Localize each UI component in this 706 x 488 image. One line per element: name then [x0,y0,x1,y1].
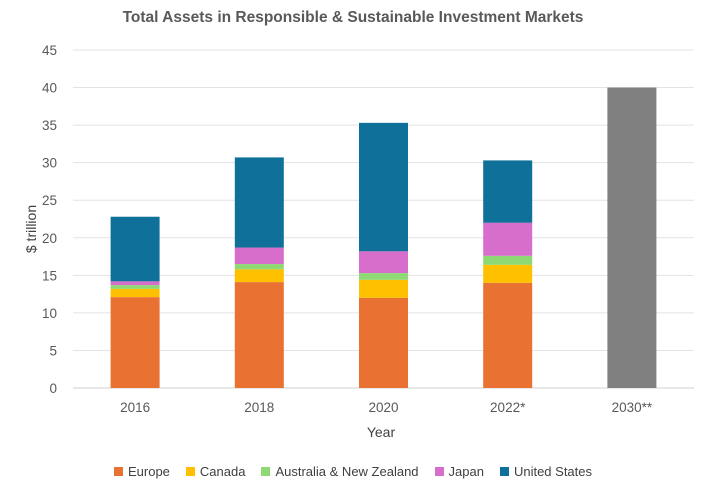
y-tick-label: 35 [42,118,57,133]
bar-segment [110,216,160,282]
bar-segment [359,273,408,280]
legend-label: Canada [199,464,246,479]
y-axis-label: $ trillion [23,205,39,253]
legend: Europe Canada Australia & New Zealand Japan… [0,464,706,479]
chart-title: Total Assets in Responsible & Sustainabl… [122,9,584,26]
x-tick-label: 2022* [490,400,526,415]
y-tick-label: 0 [49,381,57,396]
bar-segment [234,157,284,248]
bars [110,87,657,389]
bar-segment [110,285,160,289]
legend-swatch [434,467,444,476]
bar-segment [359,279,408,298]
x-axis-ticks: 2016 2018 2020 2022* 2030** [120,400,653,415]
y-axis-ticks: 0 5 10 15 20 25 30 35 40 45 [42,43,57,396]
legend-label: United States [513,464,592,479]
bar-segment [234,269,284,283]
bar-segment [483,282,533,388]
x-tick-label: 2020 [368,400,398,415]
bar-segment [234,247,284,265]
legend-item: Europe [113,464,170,479]
bar-segment [234,282,284,388]
bar-segment [359,251,408,274]
legend-label: Japan [448,464,484,479]
bar-segment [483,255,533,265]
y-tick-label: 20 [42,231,57,246]
legend-label: Australia & New Zealand [275,464,419,479]
x-tick-label: 2016 [120,400,150,415]
bar-segment [483,264,533,283]
legend-item: United States [499,464,592,479]
legend-swatch [499,467,509,476]
legend-item: Canada [185,464,246,479]
bar-segment [110,281,160,286]
y-tick-label: 40 [42,81,57,96]
x-tick-label: 2030** [612,400,653,415]
bar-segment [234,264,284,270]
legend-swatch [261,467,271,476]
legend-item: Australia & New Zealand [261,464,419,479]
bar-segment [359,122,408,252]
bar-segment [483,160,533,223]
y-tick-label: 45 [42,43,57,58]
legend-swatch [113,467,123,476]
y-tick-label: 30 [42,156,57,171]
x-axis-label: Year [367,424,396,440]
y-tick-label: 15 [42,268,57,283]
bar-segment [110,288,160,298]
bar-segment [483,222,533,256]
y-tick-label: 25 [42,193,57,208]
y-tick-label: 5 [49,343,57,358]
bar-segment [359,297,408,388]
y-tick-label: 10 [42,306,57,321]
x-tick-label: 2018 [244,400,274,415]
legend-label: Europe [127,464,170,479]
projection-bar [607,87,657,389]
bar-segment [110,297,160,388]
legend-item: Japan [434,464,484,479]
legend-swatch [185,467,195,476]
